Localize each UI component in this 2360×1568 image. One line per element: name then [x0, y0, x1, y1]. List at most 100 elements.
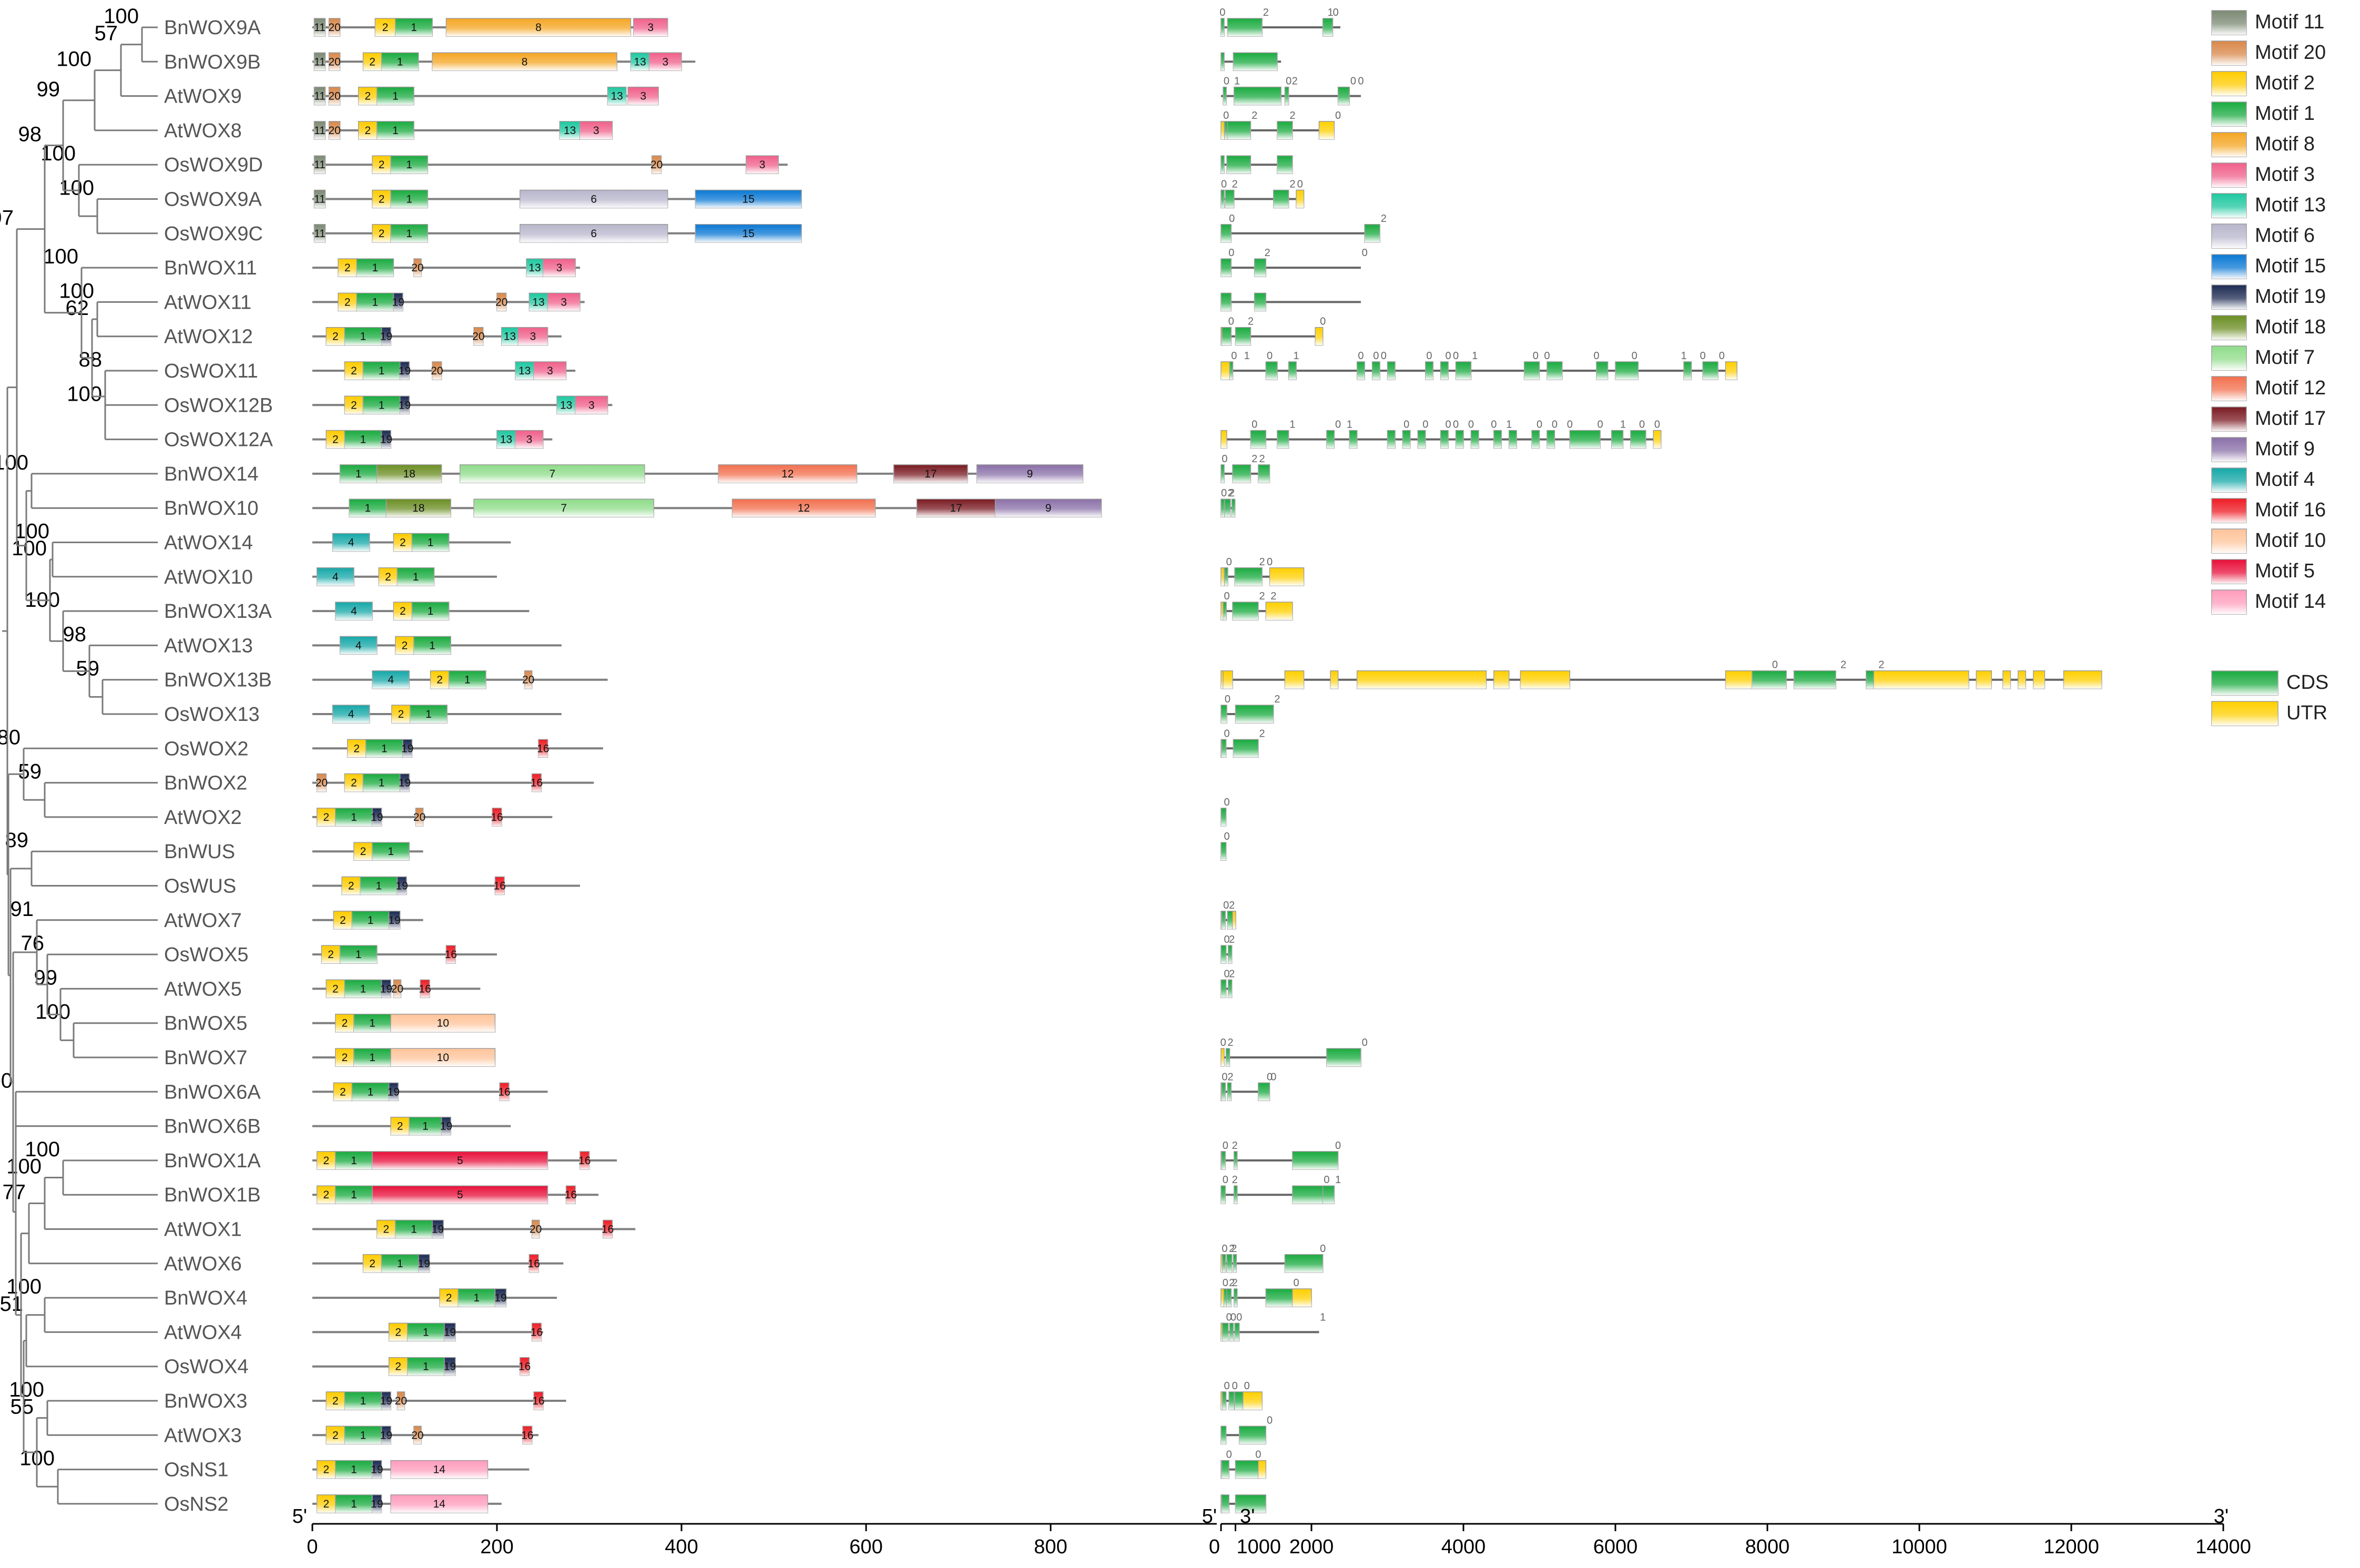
motif-box: 3 [533, 361, 567, 380]
gene-structure-panel: 0 2 100 1 0 2 0 00 2 2 00 2 2 00 20 2 00 2 00 1 0 1 0 0 0 0 0 0 1 0 0 0… [1219, 7, 2102, 1513]
motif-number: 2 [383, 1224, 390, 1236]
cds-exon [1220, 189, 1225, 209]
motif-number: 3 [526, 434, 533, 446]
motif-box: 2 [325, 979, 345, 999]
cds-exon [1232, 602, 1259, 620]
cds-exon [1455, 430, 1464, 449]
gene-name: OsWOX12A [164, 429, 273, 451]
motif-box: 1 [362, 395, 401, 415]
motif-axis-5prime: 5' [292, 1505, 307, 1528]
cds-exon [1866, 670, 1875, 689]
motif-number: 2 [397, 1121, 403, 1133]
motif-number: 1 [351, 1189, 357, 1201]
intron-phase: 0 [1468, 419, 1474, 431]
intron-phase: 0 [1446, 350, 1451, 362]
motif-box: 2 [325, 1391, 345, 1410]
motif-number: 11 [314, 228, 325, 240]
cds-exon [1220, 705, 1227, 724]
utr-region [1220, 361, 1230, 380]
legend-structure-entry: UTR [2211, 701, 2327, 726]
gene-name: OsNS1 [164, 1459, 228, 1481]
motif-number: 1 [388, 846, 394, 858]
motif-number: 13 [564, 125, 576, 137]
bootstrap-value: 100 [56, 48, 91, 71]
cds-exon [1226, 1288, 1232, 1307]
cds-exon [1258, 464, 1270, 483]
motif-box: 20 [328, 52, 341, 72]
motif-number: 20 [530, 1224, 542, 1236]
motif-number: 6 [591, 228, 597, 240]
intron-phase: 0 [1324, 1174, 1329, 1186]
cds-exon [1547, 430, 1555, 449]
motif-box: 19 [432, 1219, 444, 1239]
cds-exon [1277, 430, 1289, 449]
bootstrap-value: 98 [63, 623, 87, 646]
motif-box: 11 [313, 224, 326, 243]
motif-number: 18 [412, 502, 424, 514]
motif-box: 13 [496, 430, 516, 449]
cds-exon [1234, 1185, 1238, 1204]
motif-box: 1 [344, 1391, 382, 1410]
cds-exon [1232, 464, 1252, 483]
cds-exon [1356, 361, 1365, 380]
motif-number: 8 [522, 56, 528, 68]
motif-box: 1 [362, 361, 401, 380]
cds-exon [1265, 1288, 1293, 1307]
motif-number: 19 [388, 1086, 400, 1098]
intron-phase: 0 [1333, 7, 1339, 18]
cds-exon [1615, 361, 1639, 380]
gene-axis-tick-label: 1000 [1237, 1536, 1281, 1558]
cds-exon [1284, 1254, 1324, 1273]
intron-phase: 1 [1347, 419, 1352, 431]
legend-label: Motif 14 [2255, 590, 2326, 613]
gene-axis-3prime-mid: 3' [1240, 1505, 1255, 1528]
motif-box: 19 [401, 739, 413, 758]
motif-number: 2 [328, 949, 334, 961]
legend-motif-entry: Motif 6 [2211, 223, 2315, 249]
intron-phase: 2 [1227, 487, 1233, 499]
intron-phase: 0 [1255, 1449, 1261, 1461]
intron-phase: 2 [1274, 694, 1280, 705]
cds-exon [1231, 498, 1236, 517]
motif-box: 1 [339, 945, 378, 964]
utr-region [1243, 1391, 1263, 1410]
motif-box: 1 [407, 1322, 445, 1342]
intron-phase: 2 [1229, 1243, 1235, 1255]
motif-number: 2 [323, 1498, 329, 1510]
cds-exon [1226, 1254, 1233, 1273]
motif-box: 2 [358, 86, 378, 106]
motif-number: 2 [332, 1395, 339, 1407]
cds-exon [1337, 86, 1350, 106]
motif-box: 20 [411, 1426, 424, 1445]
motif-box: 1 [411, 533, 450, 552]
gene-axis-tick-label: 6000 [1593, 1536, 1638, 1558]
cds-exon [1220, 842, 1227, 861]
utr-region [1220, 1048, 1225, 1067]
motif-box: 10 [390, 1013, 496, 1033]
motif-box: 6 [520, 189, 668, 209]
motif-number: 2 [348, 880, 354, 892]
cds-exon [1470, 430, 1479, 449]
cds-exon [1254, 258, 1267, 277]
intron-phase: 1 [1294, 350, 1299, 362]
motif-number: 20 [411, 262, 423, 274]
gene-name: AtWOX5 [164, 978, 242, 1000]
cds-exon [1223, 602, 1227, 620]
intron-phase: 2 [1232, 179, 1238, 190]
motif-number: 1 [360, 331, 367, 343]
motif-box: 2 [317, 1151, 336, 1170]
cds-exon [1793, 670, 1836, 689]
intron-phase: 2 [1292, 76, 1298, 87]
motif-number: 2 [379, 159, 385, 171]
cds-exon [1225, 189, 1235, 209]
motif-number: 1 [360, 434, 367, 446]
motif-box: 1 [349, 498, 387, 517]
motif-number: 7 [549, 468, 555, 480]
motif-number: 16 [521, 1429, 533, 1441]
motif-box: 1 [356, 292, 394, 312]
cds-exon [1220, 292, 1232, 312]
motif-number: 19 [392, 296, 404, 308]
motif-number: 3 [759, 159, 766, 171]
motif-box: 16 [518, 1357, 531, 1376]
cds-exon [1228, 945, 1233, 964]
